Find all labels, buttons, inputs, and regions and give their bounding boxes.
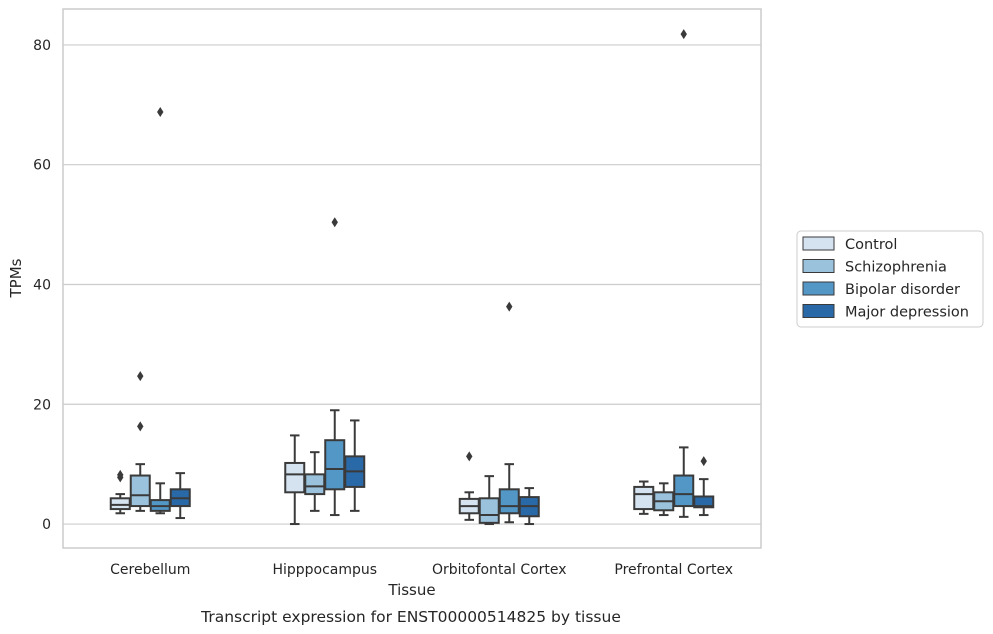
- y-tick-label: 80: [33, 38, 51, 54]
- y-axis-title: TPMs: [7, 258, 25, 298]
- box: [653, 482, 675, 517]
- y-tick-label: 20: [33, 397, 51, 413]
- x-tick-label: Orbitofontal Cortex: [432, 562, 567, 578]
- outlier-point: [157, 107, 164, 118]
- box-body: [633, 485, 655, 511]
- box: [673, 29, 695, 518]
- y-tick-label: 0: [42, 517, 51, 533]
- legend-swatch: [802, 236, 835, 251]
- outlier-point: [506, 301, 513, 312]
- box: [169, 472, 191, 520]
- legend-label: Bipolar disorder: [845, 282, 960, 298]
- outlier-point: [137, 421, 144, 432]
- box: [693, 456, 715, 517]
- x-tick-label: Prefrontal Cortex: [614, 562, 733, 578]
- box: [284, 434, 306, 526]
- outlier-point: [700, 456, 707, 467]
- legend-frame: [796, 230, 984, 328]
- box-body: [478, 497, 500, 524]
- x-tick-label: Cerebellum: [110, 562, 190, 578]
- box: [458, 451, 480, 521]
- grid-lines: [63, 44, 761, 525]
- box: [324, 217, 346, 517]
- plot-frame: [62, 8, 762, 549]
- outlier-point: [680, 29, 687, 40]
- outlier-point: [117, 469, 124, 480]
- box-body: [129, 474, 151, 508]
- outlier-point: [137, 371, 144, 382]
- box: [478, 475, 500, 526]
- box: [149, 107, 171, 515]
- box-body: [109, 497, 131, 511]
- box-body: [324, 439, 346, 491]
- box: [633, 480, 655, 515]
- legend-swatch: [802, 259, 835, 273]
- box-body: [284, 461, 306, 494]
- outlier-point: [331, 217, 338, 228]
- x-tick-labels: Cerebellum Hipppocampus Orbitofontal Corte…: [110, 562, 733, 578]
- legend-label: Major depression: [845, 305, 969, 321]
- legend-swatch: [802, 281, 835, 296]
- y-tick-label: 40: [33, 277, 51, 293]
- boxes: [109, 29, 715, 526]
- y-tick-labels: 0 20 40 60 80: [33, 38, 51, 533]
- legend-label: Control: [845, 237, 897, 253]
- box-body: [693, 495, 715, 509]
- chart-caption: Transcript expression for ENST0000051482…: [200, 608, 621, 626]
- box: [344, 419, 366, 512]
- box: [304, 451, 326, 512]
- box-body: [304, 473, 326, 496]
- x-axis-title: Tissue: [387, 581, 435, 599]
- box-body: [498, 488, 520, 515]
- box: [498, 301, 520, 524]
- legend-swatch: [802, 304, 835, 318]
- box: [109, 469, 131, 515]
- legend: Control Schizophrenia Bipolar disorder Majo…: [796, 230, 984, 328]
- box: [129, 371, 151, 512]
- box: [518, 487, 540, 526]
- outlier-point: [466, 451, 473, 462]
- x-tick-label: Hipppocampus: [272, 562, 377, 578]
- legend-label: Schizophrenia: [845, 260, 947, 276]
- y-tick-label: 60: [33, 158, 51, 174]
- box-body: [673, 474, 695, 508]
